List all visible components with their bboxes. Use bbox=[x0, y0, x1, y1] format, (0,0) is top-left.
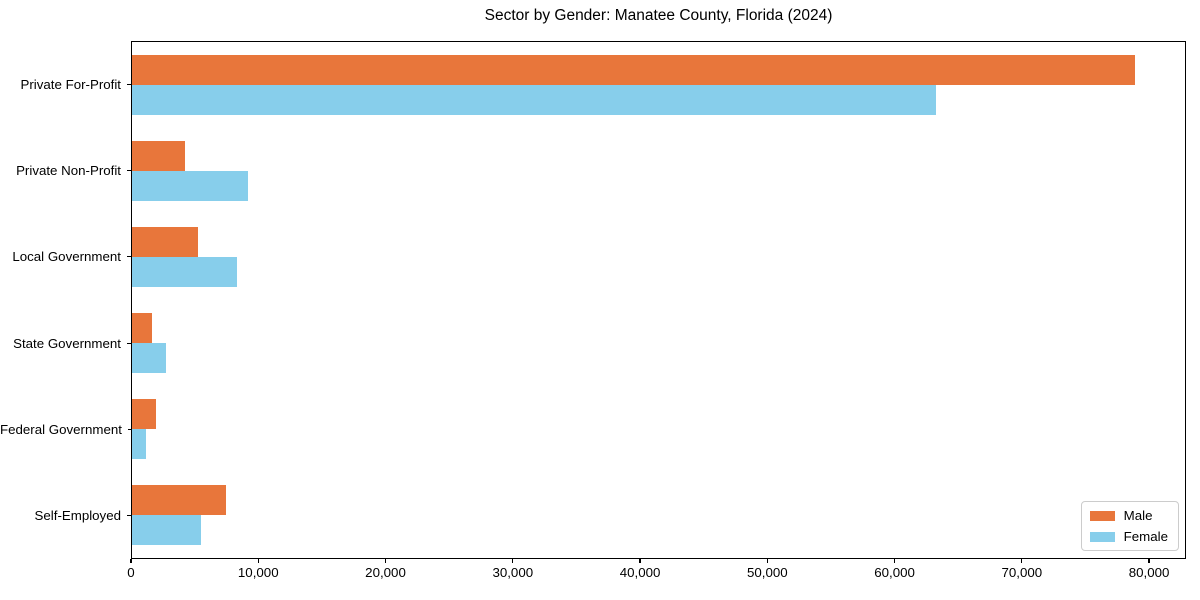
bar-group-federal-government bbox=[132, 386, 1185, 472]
y-tick-row: Private For-Profit bbox=[0, 41, 131, 127]
x-tick-mark bbox=[1148, 559, 1150, 563]
x-tick-label: 10,000 bbox=[237, 565, 279, 580]
y-tick-label: Self-Employed bbox=[34, 508, 121, 524]
y-tick-label: Federal Government bbox=[0, 421, 122, 437]
x-tick-mark bbox=[893, 559, 896, 563]
y-tick-mark bbox=[127, 342, 131, 344]
y-tick-row: Federal Government bbox=[0, 386, 131, 472]
legend-entry-female: Female bbox=[1089, 529, 1168, 544]
bar-female bbox=[132, 257, 238, 287]
x-tick-mark bbox=[639, 559, 641, 563]
y-tick-mark bbox=[127, 83, 131, 85]
x-tick-mark bbox=[130, 559, 132, 563]
y-axis: Private For-Profit Private Non-Profit Loca… bbox=[0, 41, 131, 559]
x-tick-label: 40,000 bbox=[619, 565, 661, 580]
y-tick-mark bbox=[127, 256, 131, 258]
bar-group-private-non-profit bbox=[132, 128, 1185, 214]
x-tick-label: 50,000 bbox=[746, 565, 788, 580]
x-tick-mark bbox=[384, 559, 387, 563]
y-tick-mark bbox=[127, 515, 131, 517]
x-axis: 0 10,000 20,000 30,000 40,000 50,000 60,000 70,… bbox=[127, 559, 1186, 589]
x-tick-label: 60,000 bbox=[874, 565, 915, 580]
y-tick-label: Private Non-Profit bbox=[16, 162, 121, 178]
bar-rows bbox=[132, 42, 1185, 558]
bar-female bbox=[132, 515, 201, 545]
x-tick-label: 30,000 bbox=[492, 565, 534, 580]
x-tick-label: 80,000 bbox=[1128, 565, 1170, 580]
y-tick-row: Private Non-Profit bbox=[0, 127, 131, 213]
bar-male bbox=[132, 227, 199, 257]
plot-area: Male Female bbox=[131, 41, 1186, 559]
bar-female bbox=[132, 171, 248, 201]
y-tick-label: State Government bbox=[13, 335, 121, 351]
bar-female bbox=[132, 429, 146, 459]
y-tick-row: Self-Employed bbox=[0, 473, 131, 559]
legend-swatch-male-icon bbox=[1089, 510, 1115, 521]
bar-female bbox=[132, 85, 937, 115]
y-tick-row: State Government bbox=[0, 300, 131, 386]
chart-title: Sector by Gender: Manatee County, Florid… bbox=[484, 7, 833, 24]
legend-label-female: Female bbox=[1123, 529, 1168, 544]
y-tick-label: Local Government bbox=[12, 249, 121, 265]
bar-group-local-government bbox=[132, 214, 1185, 300]
legend-entry-male: Male bbox=[1089, 508, 1168, 523]
y-tick-mark bbox=[127, 169, 131, 172]
x-tick-mark bbox=[766, 559, 768, 563]
x-tick-label: 20,000 bbox=[365, 565, 406, 580]
bar-male bbox=[132, 55, 1136, 85]
bar-group-state-government bbox=[132, 300, 1185, 386]
legend-swatch-female-icon bbox=[1089, 531, 1115, 542]
bar-male bbox=[132, 399, 157, 429]
x-tick-mark bbox=[512, 559, 514, 563]
y-tick-mark bbox=[127, 428, 131, 431]
bar-group-self-employed bbox=[132, 472, 1185, 558]
y-tick-label: Private For-Profit bbox=[20, 76, 122, 92]
bar-male bbox=[132, 313, 153, 343]
x-tick-mark bbox=[257, 559, 259, 563]
legend: Male Female bbox=[1080, 501, 1179, 551]
bar-male bbox=[132, 141, 186, 171]
bar-female bbox=[132, 343, 167, 373]
x-tick-label: 0 bbox=[127, 565, 135, 580]
x-tick-mark bbox=[1021, 559, 1023, 563]
x-tick-label: 70,000 bbox=[1001, 565, 1043, 580]
bar-male bbox=[132, 485, 226, 515]
y-tick-row: Local Government bbox=[0, 214, 131, 300]
legend-label-male: Male bbox=[1123, 508, 1153, 523]
bar-group-private-for-profit bbox=[132, 42, 1185, 128]
